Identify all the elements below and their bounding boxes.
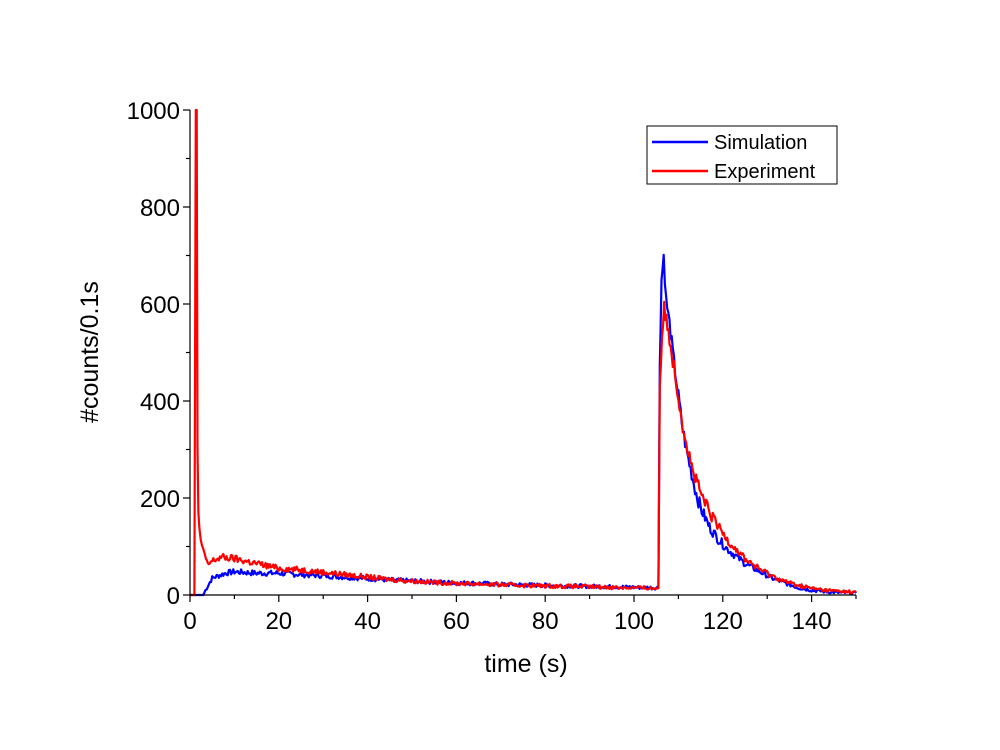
x-tick-label: 60 [443,608,470,635]
ticks-layer: 0 20 40 60 80 100 120 140 0 200 400 600 800 1000 [127,98,857,635]
legend: Simulation Experiment [646,125,838,185]
x-tick-label: 0 [183,608,196,635]
plot-area: 0 20 40 60 80 100 120 140 0 200 400 600 800 1000 [127,98,857,635]
y-tick-label: 800 [140,195,180,222]
x-tick-label: 100 [614,608,654,635]
y-tick-label: 400 [140,389,180,416]
x-tick-label: 20 [265,608,292,635]
y-axis-title: #counts/0.1s [76,281,104,423]
x-tick-label: 140 [792,608,832,635]
y-tick-label: 200 [140,486,180,513]
legend-box [646,125,838,185]
x-tick-label: 120 [703,608,743,635]
y-tick-label: 1000 [127,98,180,125]
legend-label-experiment: Experiment [714,161,816,183]
x-tick-label: 80 [532,608,559,635]
series-layer [190,108,857,597]
series-line-simulation [190,253,857,597]
y-tick-label: 600 [140,292,180,319]
series-line-experiment [190,108,857,597]
x-tick-label: 40 [354,608,381,635]
y-tick-label: 0 [167,583,180,610]
legend-label-simulation: Simulation [714,132,807,154]
x-axis-title: time (s) [484,650,567,678]
